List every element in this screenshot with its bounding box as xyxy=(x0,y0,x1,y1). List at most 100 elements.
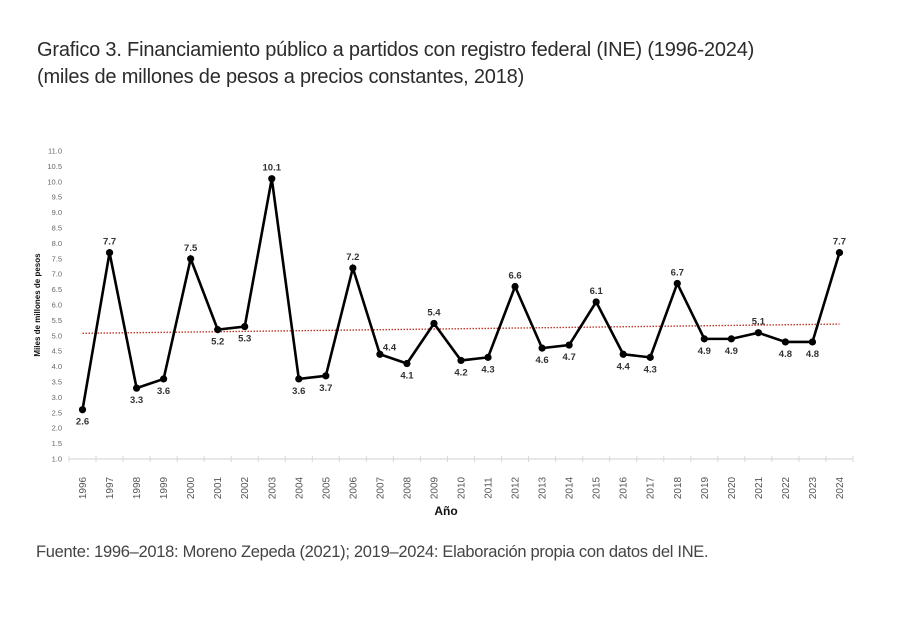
data-label: 4.3 xyxy=(481,364,494,375)
y-tick-label: 2.5 xyxy=(52,408,62,417)
data-point xyxy=(295,375,303,383)
x-tick-label: 2002 xyxy=(240,476,251,499)
data-point xyxy=(538,344,546,352)
data-point xyxy=(646,353,654,361)
y-tick-label: 8.5 xyxy=(52,224,62,233)
data-labels: 2.6 7.7 3.3 3.6 7.5 5.2 5.3 10.1 3.6 3.7 7.2 4.4 4.1… xyxy=(76,163,846,428)
x-axis-labels: 1996 1997 1998 1999 2000 2001 2002 2003 2004 2005… xyxy=(78,476,846,499)
y-tick-label: 1.0 xyxy=(52,455,62,464)
data-point xyxy=(403,359,411,368)
x-tick-label: 2014 xyxy=(565,476,576,499)
y-tick-label: 5.0 xyxy=(52,331,62,340)
y-tick-label: 1.5 xyxy=(52,439,62,448)
y-tick-label: 7.5 xyxy=(52,254,62,263)
data-point xyxy=(727,335,735,343)
data-label: 3.7 xyxy=(319,383,332,394)
y-tick-label: 4.0 xyxy=(52,362,62,371)
y-tick-label: 10.0 xyxy=(47,177,62,186)
data-label: 6.1 xyxy=(590,286,604,297)
chart-title: Grafico 3. Financiamiento público a part… xyxy=(37,37,754,91)
x-tick-label: 2000 xyxy=(186,476,197,499)
chart-title-line-1: Grafico 3. Financiamiento público a part… xyxy=(37,39,755,61)
x-tick-label: 1996 xyxy=(78,476,89,499)
x-axis-tick-marks xyxy=(68,456,854,462)
data-label: 4.8 xyxy=(779,349,792,360)
x-tick-label: 2005 xyxy=(321,476,332,499)
x-tick-label: 2019 xyxy=(700,476,711,499)
data-point xyxy=(78,406,87,414)
data-label: 4.3 xyxy=(644,364,657,375)
data-point xyxy=(214,326,222,334)
y-tick-label: 7.0 xyxy=(52,270,62,279)
data-label: 3.6 xyxy=(157,386,170,397)
x-tick-label: 1998 xyxy=(132,476,143,499)
trendline xyxy=(82,323,840,335)
y-tick-label: 4.5 xyxy=(52,347,62,356)
data-point xyxy=(349,264,357,272)
x-axis-title: Año xyxy=(434,504,457,518)
data-label: 4.9 xyxy=(725,346,738,357)
data-point xyxy=(322,372,330,380)
x-tick-label: 2018 xyxy=(673,476,684,499)
data-label: 5.1 xyxy=(752,317,766,328)
x-tick-label: 2015 xyxy=(592,476,603,499)
data-point xyxy=(187,255,195,263)
x-tick-label: 2007 xyxy=(375,476,386,499)
data-label: 6.6 xyxy=(508,271,521,282)
data-label: 6.7 xyxy=(671,267,684,278)
data-label: 4.7 xyxy=(563,352,576,363)
x-tick-label: 2009 xyxy=(429,476,440,499)
x-tick-label: 1999 xyxy=(159,476,170,499)
data-point xyxy=(105,249,114,257)
y-tick-label: 5.5 xyxy=(52,316,62,325)
y-axis-title: Miles de millones de pesos xyxy=(33,253,42,357)
data-point xyxy=(808,338,817,346)
y-tick-label: 2.0 xyxy=(52,424,62,433)
source-note: Fuente: 1996–2018: Moreno Zepeda (2021);… xyxy=(36,543,709,561)
data-point xyxy=(132,384,141,392)
chart-title-line-2: (miles de millones de pesos a precios co… xyxy=(37,66,525,88)
data-label: 4.4 xyxy=(383,342,397,353)
data-point xyxy=(457,356,465,365)
data-point xyxy=(835,249,844,257)
data-label: 4.9 xyxy=(698,346,711,357)
data-label: 4.1 xyxy=(400,371,414,382)
y-axis-ticks: 1.0 1.5 2.0 2.5 3.0 3.5 4.0 4.5 5.0 5.5 6.0 6.5 7.0 7… xyxy=(47,147,62,464)
y-tick-label: 9.5 xyxy=(52,193,62,202)
data-points xyxy=(78,175,844,414)
x-tick-label: 2011 xyxy=(484,477,495,499)
data-point xyxy=(511,282,519,291)
data-point xyxy=(565,341,573,349)
y-tick-label: 11.0 xyxy=(48,147,62,156)
data-point xyxy=(484,353,492,361)
x-tick-label: 2024 xyxy=(835,476,846,499)
data-label: 7.7 xyxy=(833,237,846,248)
data-point xyxy=(754,329,762,337)
x-tick-label: 2022 xyxy=(781,476,792,499)
data-point xyxy=(781,338,790,346)
data-label: 5.4 xyxy=(427,307,441,318)
data-point xyxy=(241,322,249,331)
x-tick-label: 1997 xyxy=(105,476,116,499)
x-tick-label: 2001 xyxy=(213,476,224,499)
x-tick-label: 2006 xyxy=(348,476,359,499)
y-tick-label: 8.0 xyxy=(52,239,62,248)
data-point xyxy=(619,350,627,358)
x-tick-label: 2012 xyxy=(511,476,522,499)
data-point xyxy=(430,319,438,328)
y-tick-label: 6.0 xyxy=(52,301,62,310)
data-label: 5.2 xyxy=(211,337,224,348)
data-label: 4.2 xyxy=(454,367,467,378)
data-label: 10.1 xyxy=(263,163,282,174)
data-label: 7.7 xyxy=(103,237,116,248)
x-tick-label: 2021 xyxy=(754,476,765,499)
x-tick-label: 2020 xyxy=(727,476,738,499)
x-tick-label: 2003 xyxy=(267,476,278,499)
data-label: 4.4 xyxy=(617,361,631,372)
data-label: 3.3 xyxy=(130,395,143,406)
y-tick-label: 9.0 xyxy=(52,208,62,217)
data-label: 3.6 xyxy=(292,386,305,397)
data-label: 2.6 xyxy=(76,417,89,428)
data-label: 7.2 xyxy=(346,252,359,263)
data-point xyxy=(160,375,168,383)
